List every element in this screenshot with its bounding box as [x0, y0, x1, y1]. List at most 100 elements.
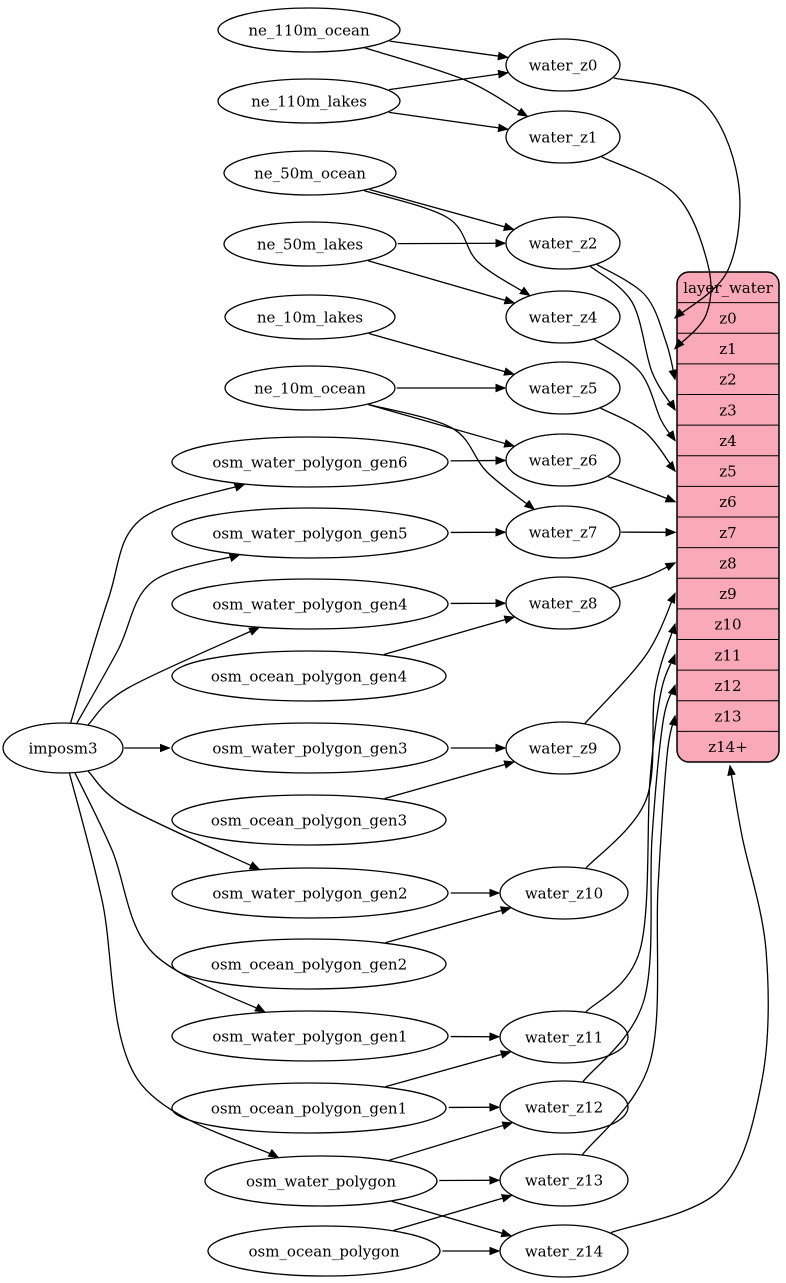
- edge-ne_50m_lakes-to-water_z4: [368, 260, 516, 305]
- node-shape-ne_110m_ocean: [217, 7, 401, 53]
- edge-ne_110m_lakes-to-water_z1: [388, 111, 510, 133]
- record-row-z2: z2: [719, 371, 736, 389]
- node-label-osm_water_polygon_gen1: osm_water_polygon_gen1: [212, 1028, 407, 1046]
- record-node-layer-water: layer_water z0 z1 z2 z3 z4 z5 z6 z7 z8 z9 z10 z11 z12…: [676, 271, 780, 763]
- node-osm_ocean_polygon_gen1: osm_ocean_polygon_gen1: [171, 1082, 447, 1134]
- edge-water_z12-to-row-z12: [582, 683, 677, 1083]
- edge-ne_50m_ocean-to-water_z2: [369, 188, 515, 231]
- node-osm_water_polygon_gen6: osm_water_polygon_gen6: [171, 436, 449, 488]
- node-shape-water_z1: [505, 110, 621, 164]
- node-ne_110m_lakes: ne_110m_lakes: [217, 78, 401, 124]
- node-shape-osm_ocean_polygon_gen2: [171, 938, 447, 990]
- node-shape-osm_ocean_polygon: [207, 1225, 441, 1277]
- record-row-z12: z12: [715, 677, 742, 695]
- node-label-ne_10m_lakes: ne_10m_lakes: [257, 309, 363, 327]
- record-row-z11: z11: [715, 646, 742, 664]
- edge-water_z6-to-row-z6: [608, 476, 677, 503]
- node-osm_ocean_polygon: osm_ocean_polygon: [207, 1225, 441, 1277]
- edge-imposm3-to-osm_water_polygon_gen1: [74, 772, 266, 1013]
- node-label-osm_water_polygon_gen4: osm_water_polygon_gen4: [212, 596, 407, 614]
- node-water_z1: water_z1: [505, 110, 621, 164]
- node-label-osm_ocean_polygon: osm_ocean_polygon: [248, 1243, 399, 1261]
- node-label-water_z1: water_z1: [529, 129, 598, 147]
- node-osm_ocean_polygon_gen4: osm_ocean_polygon_gen4: [171, 650, 447, 702]
- node-label-water_z12: water_z12: [525, 1099, 603, 1117]
- edge-ne_10m_ocean-to-water_z7: [368, 403, 536, 510]
- node-water_z7: water_z7: [505, 505, 621, 559]
- node-label-osm_ocean_polygon_gen1: osm_ocean_polygon_gen1: [211, 1100, 407, 1118]
- node-water_z12: water_z12: [499, 1080, 629, 1134]
- edge-imposm3-to-osm_water_polygon_gen4: [87, 627, 260, 726]
- node-label-water_z8: water_z8: [529, 595, 598, 613]
- edge-ne_50m_ocean-to-water_z4: [363, 190, 531, 297]
- record-row-z13: z13: [715, 708, 742, 726]
- record-row-z14+: z14+: [708, 738, 748, 756]
- node-shape-osm_ocean_polygon_gen1: [171, 1082, 447, 1134]
- node-label-water_z6: water_z6: [529, 452, 598, 470]
- node-shape-osm_water_polygon_gen2: [171, 867, 449, 919]
- record-row-z0: z0: [719, 309, 736, 327]
- node-ne_10m_ocean: ne_10m_ocean: [224, 365, 396, 411]
- edge-ne_110m_lakes-to-water_z0: [388, 69, 510, 91]
- node-label-water_z7: water_z7: [529, 524, 598, 542]
- node-water_z13: water_z13: [499, 1153, 629, 1207]
- node-label-osm_water_polygon: osm_water_polygon: [246, 1173, 396, 1191]
- node-water_z4: water_z4: [505, 290, 621, 344]
- record-row-z7: z7: [719, 524, 736, 542]
- edge-osm_ocean_polygon-to-water_z13: [393, 1194, 513, 1232]
- node-label-water_z9: water_z9: [529, 740, 598, 758]
- node-shape-osm_ocean_polygon_gen3: [171, 794, 447, 846]
- node-label-imposm3: imposm3: [28, 740, 97, 758]
- node-osm_water_polygon: osm_water_polygon: [204, 1155, 438, 1207]
- node-label-ne_10m_ocean: ne_10m_ocean: [254, 380, 366, 398]
- node-label-osm_ocean_polygon_gen4: osm_ocean_polygon_gen4: [211, 668, 407, 686]
- edge-imposm3-to-osm_water_polygon_gen5: [76, 553, 241, 724]
- node-label-osm_ocean_polygon_gen2: osm_ocean_polygon_gen2: [211, 956, 407, 974]
- record-title: layer_water: [683, 279, 773, 297]
- record-row-z8: z8: [719, 554, 736, 572]
- record-row-z3: z3: [719, 401, 736, 419]
- edge-water_z5-to-row-z5: [600, 407, 676, 473]
- node-label-ne_50m_lakes: ne_50m_lakes: [257, 236, 363, 254]
- node-label-ne_110m_ocean: ne_110m_ocean: [248, 22, 370, 40]
- node-shape-ne_50m_lakes: [223, 221, 397, 267]
- node-label-water_z11: water_z11: [525, 1029, 603, 1047]
- edge-osm_water_polygon-to-water_z12: [389, 1121, 514, 1161]
- node-shape-water_z4: [505, 290, 621, 344]
- node-osm_water_polygon_gen2: osm_water_polygon_gen2: [171, 867, 449, 919]
- node-label-osm_ocean_polygon_gen3: osm_ocean_polygon_gen3: [211, 812, 407, 830]
- node-label-osm_water_polygon_gen2: osm_water_polygon_gen2: [212, 885, 407, 903]
- node-shape-imposm3: [2, 722, 124, 774]
- node-label-water_z0: water_z0: [529, 57, 598, 75]
- node-shape-ne_110m_lakes: [217, 78, 401, 124]
- node-label-water_z13: water_z13: [525, 1172, 603, 1190]
- edge-water_z1-to-row-z1: [601, 156, 712, 350]
- node-label-osm_water_polygon_gen6: osm_water_polygon_gen6: [212, 454, 407, 472]
- edge-osm_ocean_polygon_gen3-to-water_z9: [384, 760, 516, 800]
- node-water_z14: water_z14: [499, 1224, 629, 1278]
- edge-ne_110m_ocean-to-water_z1: [364, 47, 529, 117]
- edge-osm_ocean_polygon_gen2-to-water_z10: [385, 906, 512, 944]
- edge-water_z14-to-row-z14+: [610, 764, 769, 1234]
- edge-water_z2-to-row-z3: [589, 265, 676, 412]
- record-row-z1: z1: [719, 340, 736, 358]
- node-water_z5: water_z5: [505, 361, 621, 415]
- node-shape-osm_ocean_polygon_gen4: [171, 650, 447, 702]
- node-label-water_z5: water_z5: [529, 380, 598, 398]
- node-osm_water_polygon_gen5: osm_water_polygon_gen5: [171, 507, 449, 559]
- edge-water_z2-to-row-z2: [596, 263, 678, 381]
- edge-water_z0-to-row-z0: [613, 77, 741, 319]
- node-ne_10m_lakes: ne_10m_lakes: [224, 294, 396, 340]
- node-label-osm_water_polygon_gen5: osm_water_polygon_gen5: [212, 525, 407, 543]
- node-shape-osm_water_polygon_gen4: [171, 578, 449, 630]
- record-row-z9: z9: [719, 585, 736, 603]
- edge-imposm3-to-osm_water_polygon_gen6: [70, 483, 246, 723]
- node-shape-osm_water_polygon_gen6: [171, 436, 449, 488]
- node-label-water_z10: water_z10: [525, 885, 603, 903]
- node-ne_50m_lakes: ne_50m_lakes: [223, 221, 397, 267]
- node-shape-osm_water_polygon_gen3: [171, 722, 449, 774]
- node-label-water_z14: water_z14: [525, 1243, 603, 1261]
- node-water_z6: water_z6: [505, 433, 621, 487]
